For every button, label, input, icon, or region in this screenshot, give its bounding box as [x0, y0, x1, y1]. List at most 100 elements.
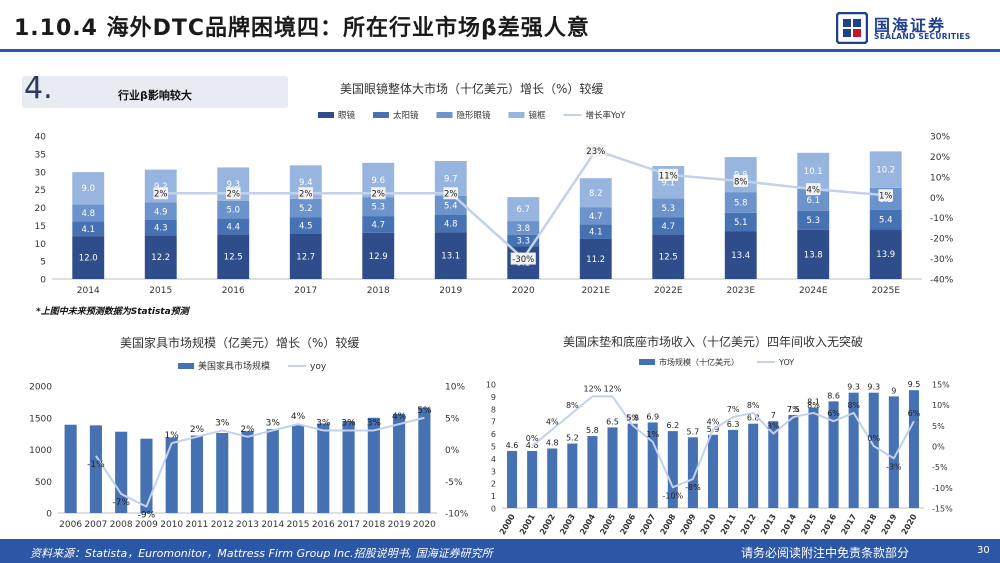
bar-市场规模（十亿美元）-2003: [567, 443, 578, 508]
bar-value-label: 12.0: [79, 254, 98, 264]
bar-市场规模（十亿美元）-2014: [788, 415, 799, 508]
yoy-value-label: 8%: [807, 401, 820, 410]
bar-美国家具市场规模-2008: [115, 431, 128, 513]
x-tick-label: 2017: [839, 513, 858, 537]
y2-tick-label: -10%: [445, 510, 469, 520]
bar-value-label: 4.9: [154, 207, 168, 217]
bar-value-label: 5.3: [661, 204, 675, 214]
x-tick-label: 2015: [799, 512, 818, 536]
bar-value-label: 8.2: [589, 189, 603, 199]
bar-镜框-2021E: [579, 178, 612, 208]
y2-tick-label: -20%: [930, 235, 954, 245]
bar-眼镜-2015: [144, 235, 177, 279]
bar-美国家具市场规模-2015: [291, 425, 305, 513]
yoy-value-label: 2%: [372, 190, 386, 200]
x-tick-label: 2007: [639, 513, 658, 537]
bar-市场规模（十亿美元）-2017: [848, 392, 859, 508]
yoy-value-label: 0%: [526, 434, 539, 443]
yoy-value-label: 8%: [734, 177, 748, 187]
bar-隐形眼镜-2018: [362, 197, 395, 217]
bar-value-label: 4.3: [154, 224, 168, 234]
yoy-value-label: 3%: [215, 418, 230, 428]
bar-市场规模（十亿美元）-2001: [527, 450, 538, 508]
legend-label: yoy: [310, 362, 327, 372]
bar-value-label: 4.1: [589, 228, 603, 238]
y-tick-label: 5: [491, 443, 496, 452]
bar-value-label: 12.9: [369, 252, 388, 262]
x-tick-label: 2024E: [799, 286, 828, 296]
bar-value-label: 9.0: [81, 184, 95, 194]
y-tick-label: 30: [35, 168, 47, 178]
x-tick-label: 2018: [860, 512, 879, 536]
bar-value-label: 5.0: [226, 206, 240, 216]
y-tick-label: 3: [491, 467, 496, 476]
yoy-label-bg: [733, 174, 749, 187]
x-tick-label: 2008: [659, 512, 678, 536]
yoy-label-bg: [805, 183, 821, 196]
yoy-value-label: 8%: [847, 401, 860, 410]
yoy-value-label: 4%: [546, 417, 559, 426]
y-tick-label: 0: [46, 510, 52, 520]
legend-label: 美国家具市场规模: [198, 360, 270, 372]
x-tick-label: 2001: [518, 512, 537, 536]
yoy-label-bg: [153, 187, 169, 200]
bar-value-label: 5.1: [734, 218, 748, 228]
yoy-value-label: 2%: [299, 190, 313, 200]
bar-太阳镜-2019: [434, 215, 467, 233]
bar-value-label: 5.2: [299, 204, 313, 214]
bar-隐形眼镜-2022E: [652, 198, 685, 218]
x-tick-label: 2020: [900, 512, 919, 536]
x-tick-label: 2023E: [726, 286, 755, 296]
forecast-note: *上图中未来预测数据为Statista预测: [36, 307, 189, 317]
legend-swatch: [178, 363, 194, 369]
chart2-title: 美国家具市场规模（亿美元）增长（%）较缓: [120, 336, 360, 350]
page-title: 1.10.4 海外DTC品牌困境四：所在行业市场β差强人意: [14, 16, 590, 41]
bar-眼镜-2023E: [724, 231, 757, 279]
yoy-label-bg: [443, 187, 459, 200]
yoy-value-label: 6%: [908, 409, 921, 418]
yoy-value-label: 12%: [584, 384, 602, 393]
bar-美国家具市场规模-2019: [393, 413, 406, 513]
bar-value-label: 4.1: [81, 225, 95, 235]
bar-value-label: 13.9: [876, 250, 895, 260]
bar-眼镜-2024E: [797, 229, 830, 279]
bar-美国家具市场规模-2013: [241, 431, 254, 513]
y-tick-label: 6: [491, 430, 496, 439]
bar-value-label: 13.8: [804, 250, 823, 260]
x-tick-label: 2009: [135, 520, 158, 530]
bar-隐形眼镜-2014: [72, 204, 105, 222]
y-tick-label: 4: [491, 455, 496, 464]
y2-tick-label: -5%: [932, 463, 948, 472]
bar-value-label: 12.7: [296, 252, 315, 262]
bar-眼镜-2016: [217, 234, 250, 279]
bar-value-label: 9.2: [154, 182, 168, 192]
y-tick-label: 15: [35, 222, 46, 232]
bar-隐形眼镜-2015: [144, 202, 177, 221]
y2-tick-label: 0%: [932, 443, 945, 452]
yoy-value-label: 7%: [787, 405, 800, 414]
yoy-value-label: 2%: [240, 425, 255, 435]
bar-value-label: 9.7: [444, 174, 458, 184]
yoy-value-label: 11%: [659, 171, 678, 181]
bar-太阳镜-2014: [72, 221, 105, 237]
bar-value-label: 10.1: [804, 167, 823, 177]
y2-tick-label: 20%: [930, 153, 950, 163]
bar-value-label: 4.8: [444, 220, 458, 230]
bar-value-label: 4.7: [661, 222, 675, 232]
x-tick-label: 2019: [880, 512, 899, 536]
footer-bar: [0, 539, 1000, 563]
yoy-label-bg: [585, 144, 606, 157]
bar-太阳镜-2024E: [797, 210, 830, 230]
y-tick-label: 10: [35, 240, 47, 250]
bar-美国家具市场规模-2017: [342, 420, 355, 513]
bar-太阳镜-2017: [289, 217, 322, 234]
y2-tick-label: 5%: [445, 414, 460, 424]
yoy-value-label: 5%: [626, 413, 639, 422]
section-label: 行业β影响较大: [118, 89, 192, 102]
bar-市场规模（十亿美元）-2004: [587, 436, 598, 508]
y2-tick-label: -10%: [930, 214, 954, 224]
yoy-value-label: 4%: [707, 417, 720, 426]
bar-镜框-2014: [72, 172, 105, 205]
x-tick-label: 2015: [149, 286, 172, 296]
